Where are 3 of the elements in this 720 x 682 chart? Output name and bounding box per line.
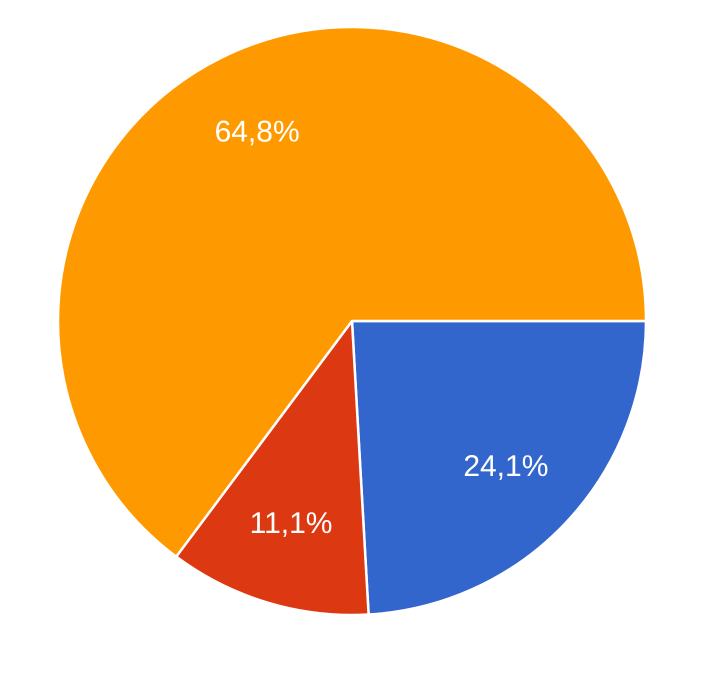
data-label: 24,1% (463, 450, 548, 483)
data-label: 11,1% (250, 507, 332, 540)
data-label: 64,8% (214, 115, 300, 148)
